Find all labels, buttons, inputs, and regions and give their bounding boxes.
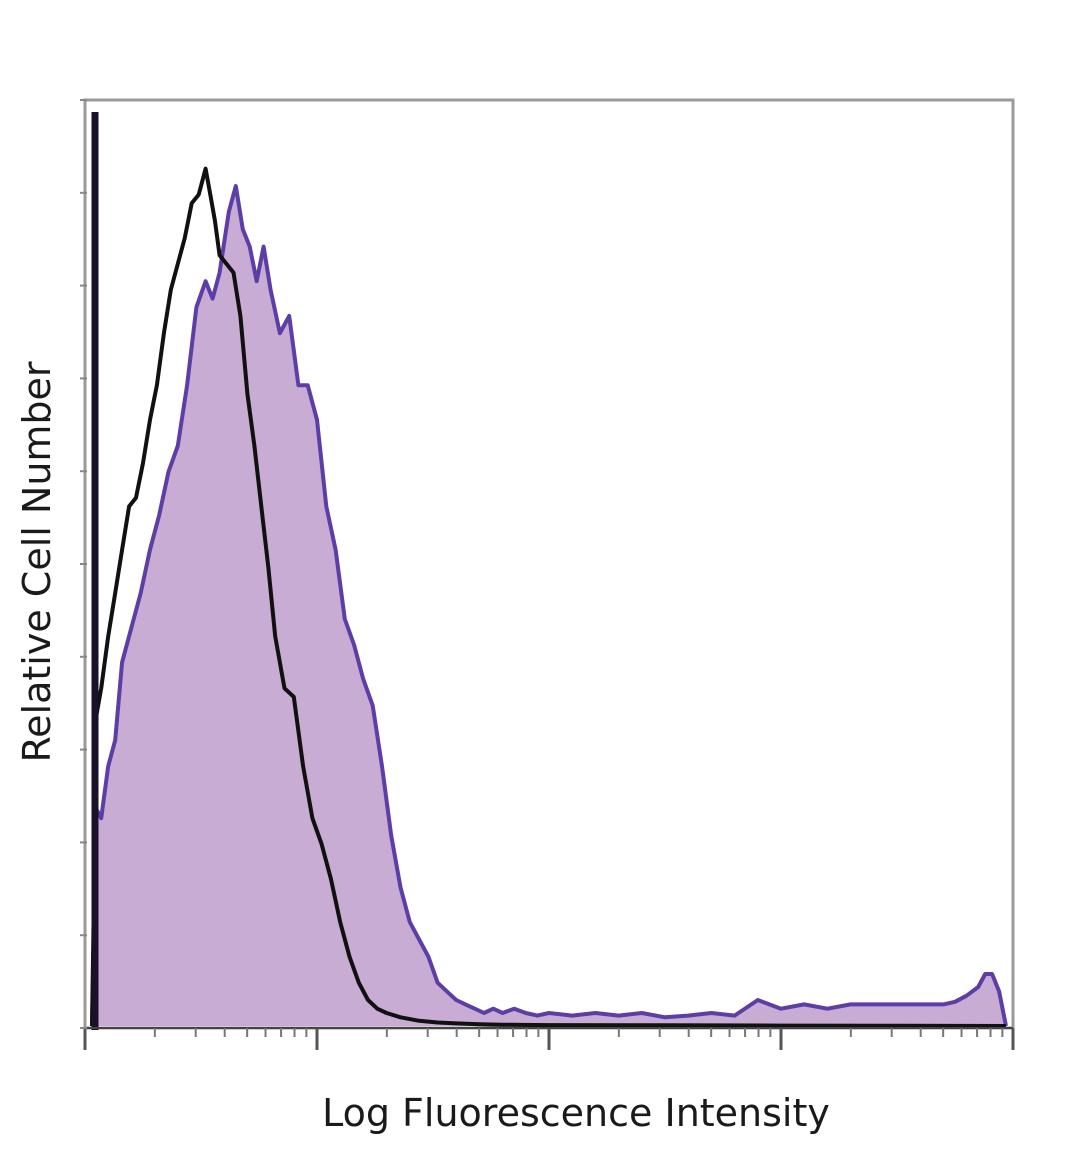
- x-axis-label: Log Fluorescence Intensity: [322, 1091, 830, 1135]
- series-layer: [90, 166, 1008, 1028]
- x-tick-layer: [83, 1028, 1015, 1050]
- y-tick-layer: [80, 99, 87, 1029]
- y-axis-label: Relative Cell Number: [15, 361, 59, 762]
- series-1-fill: [92, 186, 1006, 1026]
- series-2-line: [90, 166, 1007, 1028]
- series-1-line: [90, 184, 1008, 1027]
